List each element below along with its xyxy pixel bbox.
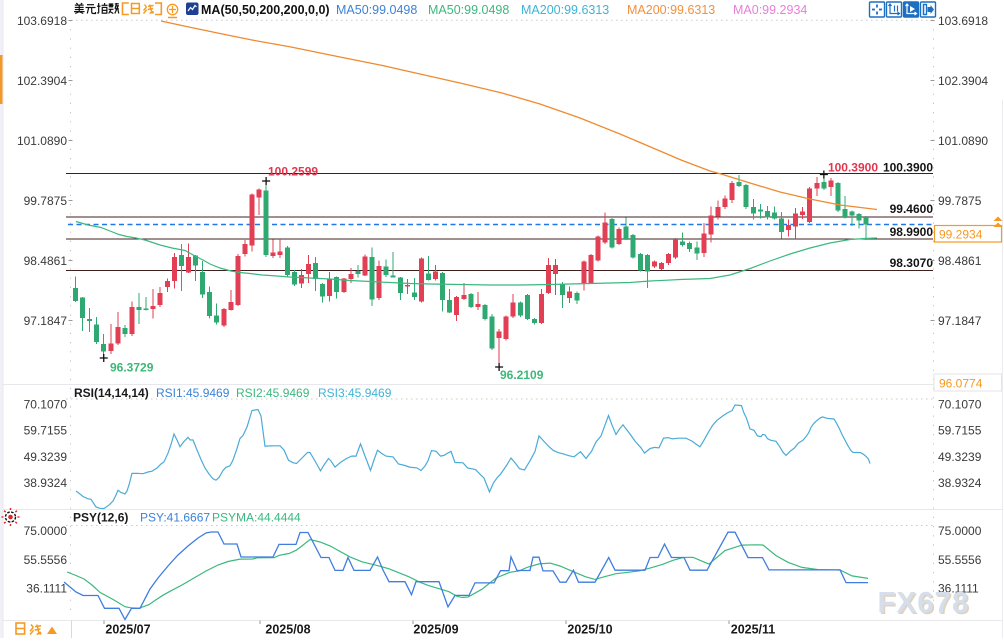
svg-text:2025/11: 2025/11 [731, 623, 776, 637]
svg-text:99.4600: 99.4600 [890, 202, 934, 216]
svg-text:59.7155: 59.7155 [24, 424, 68, 438]
svg-text:38.9324: 38.9324 [938, 476, 982, 490]
svg-text:38.9324: 38.9324 [24, 476, 68, 490]
svg-text:2025/08: 2025/08 [265, 623, 310, 637]
svg-text:96.0774: 96.0774 [939, 377, 983, 391]
svg-text:49.3239: 49.3239 [24, 450, 68, 464]
svg-text:99.7875: 99.7875 [24, 194, 68, 208]
svg-text:MA0:99.2934: MA0:99.2934 [733, 3, 807, 17]
svg-text:98.3070: 98.3070 [890, 256, 934, 270]
svg-text:100.3900: 100.3900 [828, 161, 878, 175]
svg-text:70.1070: 70.1070 [24, 397, 68, 411]
svg-text:MA50:99.0498: MA50:99.0498 [428, 3, 509, 17]
svg-text:FX678: FX678 [878, 587, 970, 620]
svg-text:97.1847: 97.1847 [938, 314, 982, 328]
svg-text:RSI3:45.9469: RSI3:45.9469 [318, 386, 392, 400]
svg-text:MA200:99.6313: MA200:99.6313 [627, 3, 715, 17]
svg-text:RSI(14,14,14): RSI(14,14,14) [74, 386, 149, 400]
svg-text:55.5556: 55.5556 [938, 553, 982, 567]
svg-text:102.3904: 102.3904 [17, 74, 67, 88]
svg-text:103.6918: 103.6918 [17, 14, 67, 28]
svg-text:FX678: FX678 [879, 588, 971, 621]
svg-text:100.3900: 100.3900 [883, 161, 933, 175]
svg-text:RSI1:45.9469: RSI1:45.9469 [156, 386, 230, 400]
svg-text:100.2599: 100.2599 [268, 165, 318, 179]
svg-text:55.5556: 55.5556 [24, 553, 68, 567]
svg-text:102.3904: 102.3904 [938, 74, 988, 88]
svg-text:75.0000: 75.0000 [24, 524, 68, 538]
svg-text:70.1070: 70.1070 [938, 397, 982, 411]
svg-text:36.1111: 36.1111 [938, 582, 979, 596]
svg-text:101.0890: 101.0890 [17, 134, 67, 148]
svg-text:98.9900: 98.9900 [890, 225, 934, 239]
svg-text:103.6918: 103.6918 [938, 14, 988, 28]
svg-text:2025/07: 2025/07 [105, 623, 150, 637]
svg-text:49.3239: 49.3239 [938, 450, 982, 464]
svg-text:98.4861: 98.4861 [938, 254, 982, 268]
svg-text:36.1111: 36.1111 [26, 582, 67, 596]
svg-text:59.7155: 59.7155 [938, 424, 982, 438]
svg-text:MA(50,50,200,200,0,0): MA(50,50,200,200,0,0) [201, 3, 330, 17]
svg-text:MA50:99.0498: MA50:99.0498 [336, 3, 417, 17]
svg-text:96.3729: 96.3729 [110, 361, 154, 375]
svg-text:99.7875: 99.7875 [938, 194, 982, 208]
svg-text:PSY:41.6667: PSY:41.6667 [140, 511, 210, 525]
svg-text:RSI2:45.9469: RSI2:45.9469 [236, 386, 310, 400]
svg-text:2025/10: 2025/10 [567, 623, 612, 637]
svg-text:99.2934: 99.2934 [939, 228, 983, 242]
svg-text:98.4861: 98.4861 [24, 254, 68, 268]
svg-text:PSYMA:44.4444: PSYMA:44.4444 [212, 511, 301, 525]
svg-text:96.2109: 96.2109 [500, 368, 544, 382]
svg-text:101.0890: 101.0890 [938, 134, 988, 148]
svg-text:75.0000: 75.0000 [938, 524, 982, 538]
svg-text:2025/09: 2025/09 [413, 623, 458, 637]
svg-text:MA200:99.6313: MA200:99.6313 [521, 3, 609, 17]
svg-text:97.1847: 97.1847 [24, 314, 68, 328]
svg-text:PSY(12,6): PSY(12,6) [73, 511, 128, 525]
